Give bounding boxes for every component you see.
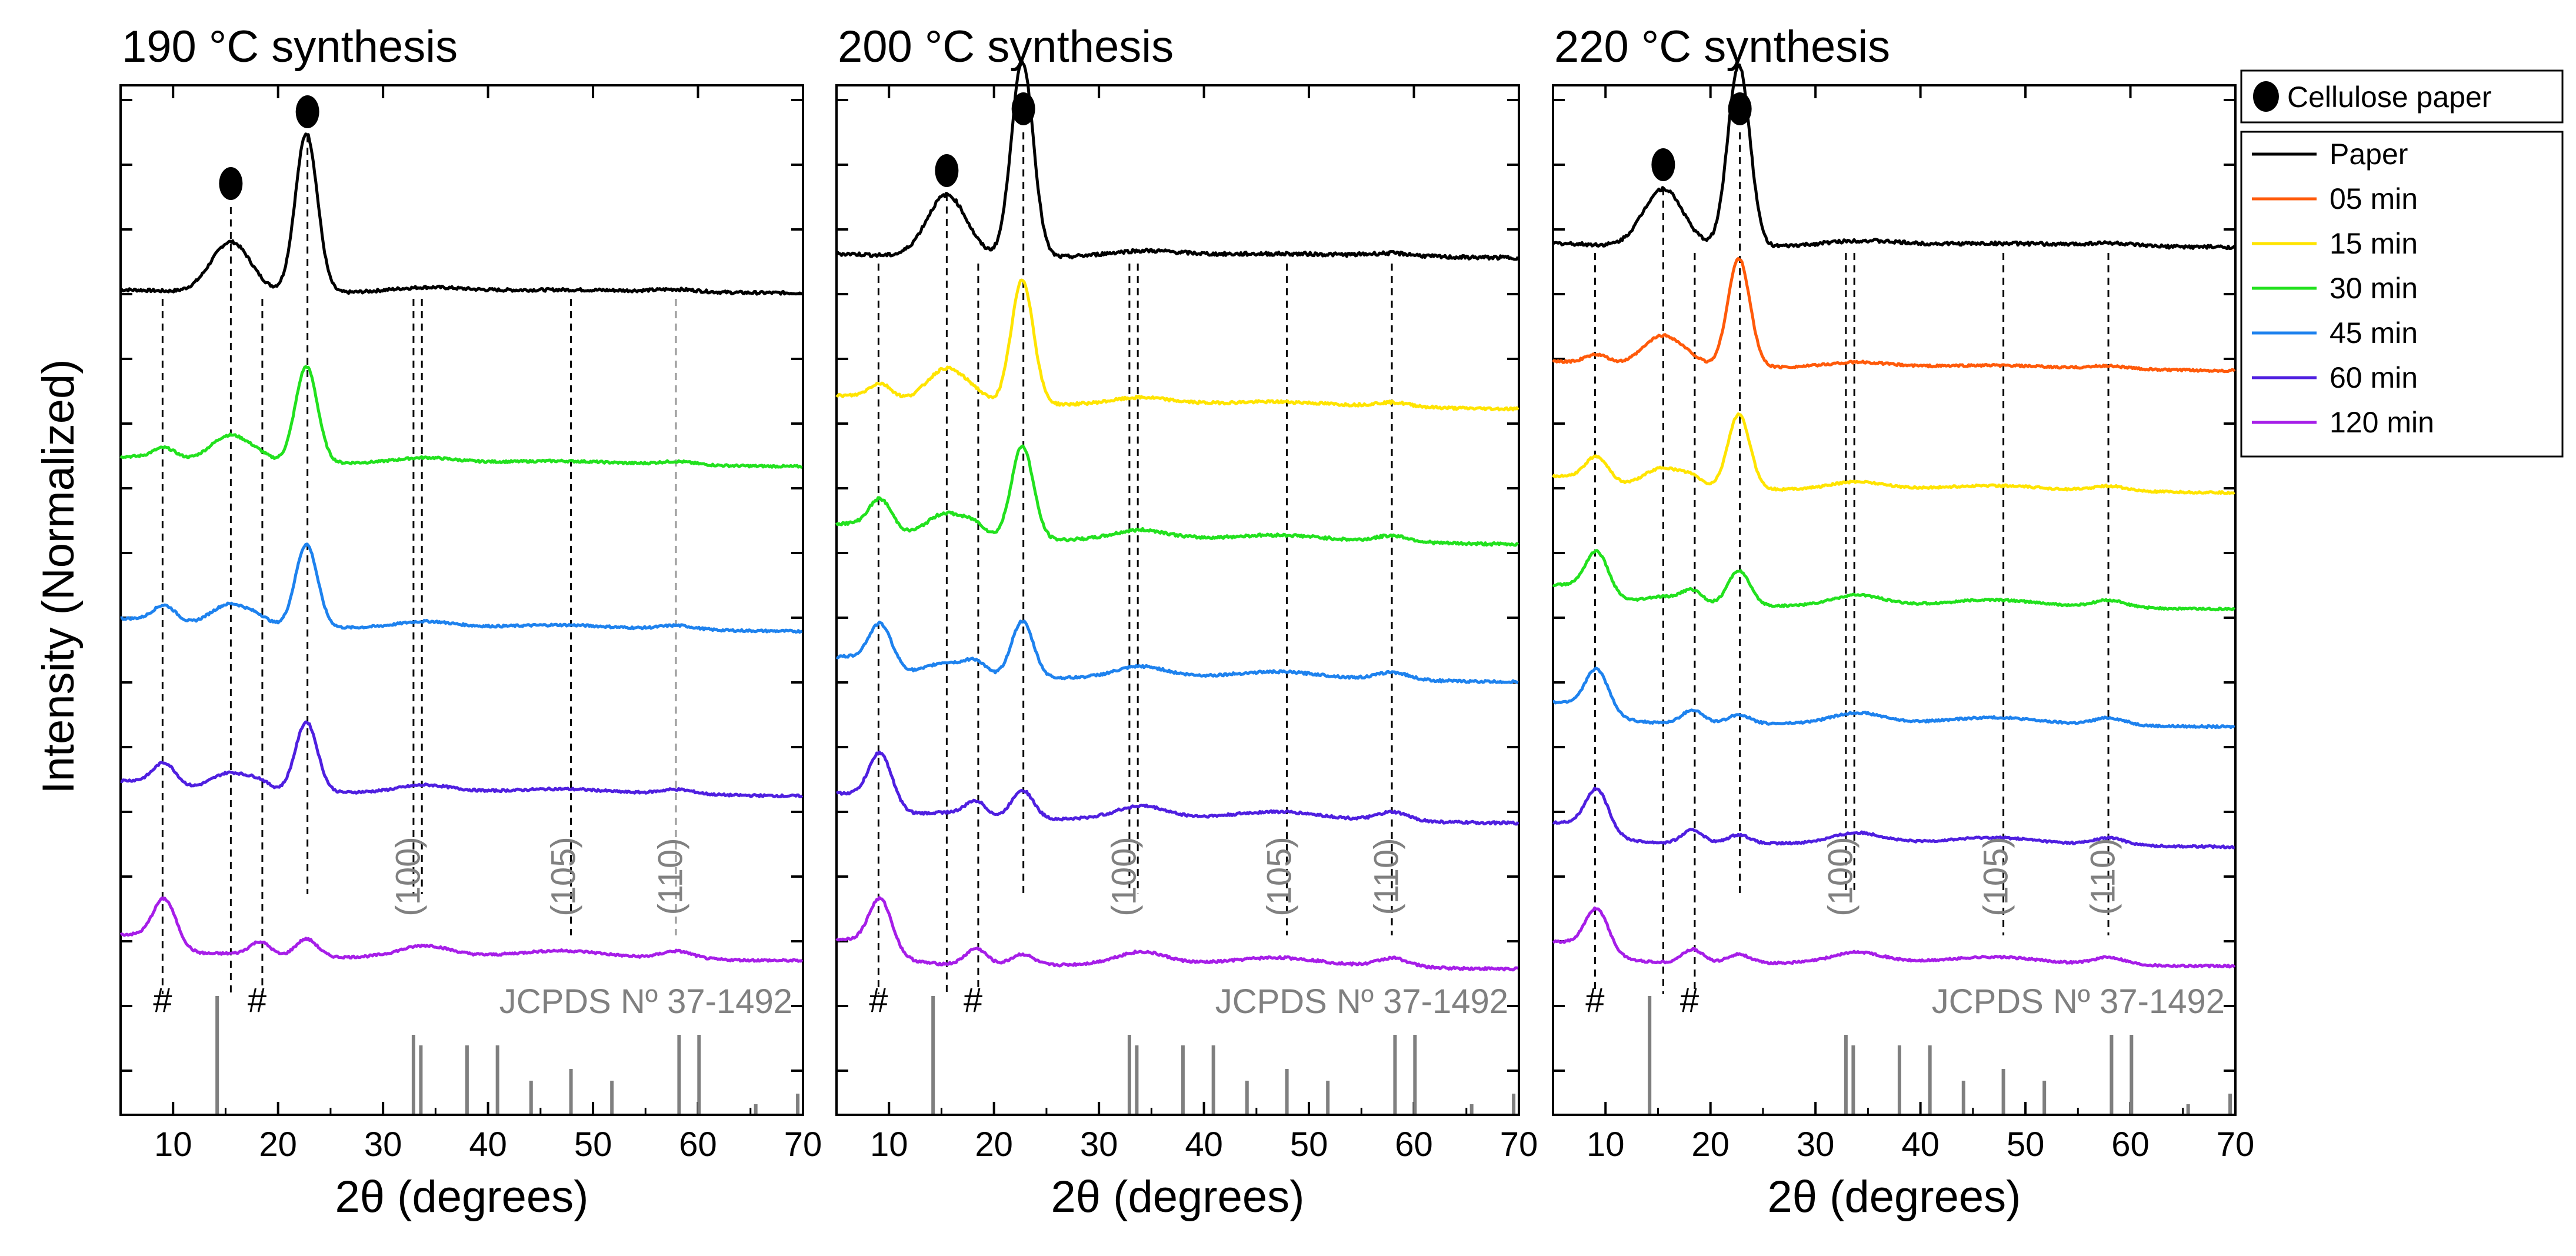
jcpds-label: JCPDS Nº 37-1492 [499, 982, 792, 1021]
series-60-min-line [836, 750, 1519, 826]
legend-box [2240, 131, 2564, 458]
series-paper-line [1552, 63, 2236, 251]
x-tick-label: 40 [1185, 1125, 1223, 1164]
hkl-label: (105) [1260, 837, 1298, 916]
series-45-min-line [120, 542, 803, 634]
series-15-min-line [1551, 412, 2235, 495]
legend-cellulose-label: Cellulose paper [2287, 81, 2491, 114]
series-15-min-line [835, 278, 1519, 412]
plot-frame [119, 84, 804, 1116]
x-tick-label: 70 [2217, 1125, 2255, 1164]
series-30-min-line [119, 365, 803, 469]
hash-marker: # [964, 981, 982, 1020]
x-tick-label: 10 [870, 1125, 908, 1164]
x-tick-label: 50 [1290, 1125, 1328, 1164]
series-05-min-line [1552, 257, 2236, 374]
hkl-label: (100) [389, 837, 427, 916]
legend-label-60-min: 60 min [2330, 361, 2418, 394]
series-45-min-line [1552, 667, 2235, 729]
x-tick-label: 50 [574, 1125, 612, 1164]
series-30-min-line [1552, 549, 2236, 612]
panel-title: 190 °C synthesis [122, 22, 458, 72]
x-tick-label: 40 [1901, 1125, 1940, 1164]
x-tick-label: 50 [2007, 1125, 2045, 1164]
x-tick-label: 10 [1587, 1125, 1625, 1164]
legend: Cellulose paper Paper 05 min 15 min 30 min 4… [2240, 69, 2564, 458]
panels-layer: 190 °C synthesis 10 20 30 40 50 60 70 2θ (degree… [119, 22, 2255, 1222]
x-axis-label: 2θ (degrees) [1768, 1172, 2021, 1222]
panel-title: 220 °C synthesis [1554, 22, 1890, 72]
hkl-label: (105) [544, 837, 582, 916]
cellulose-peak-marker [295, 95, 319, 128]
legend-label-30-min: 30 min [2330, 272, 2418, 305]
panel-title: 200 °C synthesis [838, 22, 1174, 72]
legend-label-45-min: 45 min [2330, 317, 2418, 349]
legend-cellulose-marker [2253, 81, 2279, 112]
legend-label-15-min: 15 min [2330, 227, 2418, 260]
hkl-label: (100) [1105, 837, 1143, 916]
x-tick-label: 20 [259, 1125, 297, 1164]
legend-items: Paper 05 min 15 min 30 min 45 min 60 min 120 m… [2252, 138, 2434, 439]
hash-marker: # [153, 981, 172, 1020]
series-120-min-line [119, 896, 804, 963]
jcpds-label: JCPDS Nº 37-1492 [1215, 982, 1508, 1021]
legend-label-120-min: 120 min [2330, 406, 2434, 439]
jcpds-label: JCPDS Nº 37-1492 [1932, 982, 2225, 1021]
hash-marker: # [248, 981, 266, 1020]
x-tick-label: 20 [975, 1125, 1013, 1164]
x-tick-label: 70 [784, 1125, 822, 1164]
y-axis-label: Intensity (Normalized) [34, 359, 84, 794]
cellulose-peak-marker [935, 154, 959, 187]
series-30-min-line [835, 444, 1519, 547]
x-tick-label: 30 [1080, 1125, 1118, 1164]
x-tick-label: 40 [469, 1125, 507, 1164]
legend-marker-box [2240, 69, 2564, 124]
legend-label-paper: Paper [2330, 138, 2408, 171]
hkl-label: (100) [1821, 837, 1859, 916]
series-120-min-line [835, 896, 1519, 972]
cellulose-peak-marker [219, 167, 243, 200]
hkl-label: (105) [1977, 837, 2015, 916]
x-tick-label: 60 [1395, 1125, 1433, 1164]
series-60-min-line [1552, 787, 2235, 849]
series-120-min-line [1552, 906, 2236, 969]
panel-3: 220 °C synthesis 10 20 30 40 50 60 70 2θ (degree… [1551, 22, 2255, 1222]
panel-2: 200 °C synthesis 10 20 30 40 50 60 70 2θ (degree… [835, 22, 1538, 1222]
hash-marker: # [869, 981, 888, 1020]
x-tick-label: 20 [1691, 1125, 1729, 1164]
series-paper-line [120, 132, 803, 296]
series-60-min-line [120, 720, 804, 798]
plot-frame [1552, 84, 2237, 1116]
x-tick-label: 10 [154, 1125, 192, 1164]
hkl-label: (110) [2084, 838, 2122, 915]
x-tick-label: 70 [1500, 1125, 1538, 1164]
x-tick-label: 30 [1797, 1125, 1835, 1164]
hkl-label: (110) [1367, 838, 1405, 915]
hash-marker: # [1585, 981, 1604, 1020]
hash-marker: # [1680, 981, 1699, 1020]
x-tick-label: 60 [2111, 1125, 2150, 1164]
x-axis-label: 2θ (degrees) [335, 1172, 589, 1222]
panel-1: 190 °C synthesis 10 20 30 40 50 60 70 2θ (degree… [119, 22, 822, 1222]
x-axis-label: 2θ (degrees) [1051, 1172, 1305, 1222]
series-paper-line [835, 59, 1519, 261]
legend-label-05-min: 05 min [2330, 182, 2418, 215]
plot-frame [835, 84, 1520, 1116]
series-45-min-line [835, 619, 1519, 685]
cellulose-peak-marker [1651, 148, 1675, 181]
x-tick-label: 60 [679, 1125, 717, 1164]
x-tick-label: 30 [364, 1125, 402, 1164]
hkl-label: (110) [651, 838, 689, 915]
